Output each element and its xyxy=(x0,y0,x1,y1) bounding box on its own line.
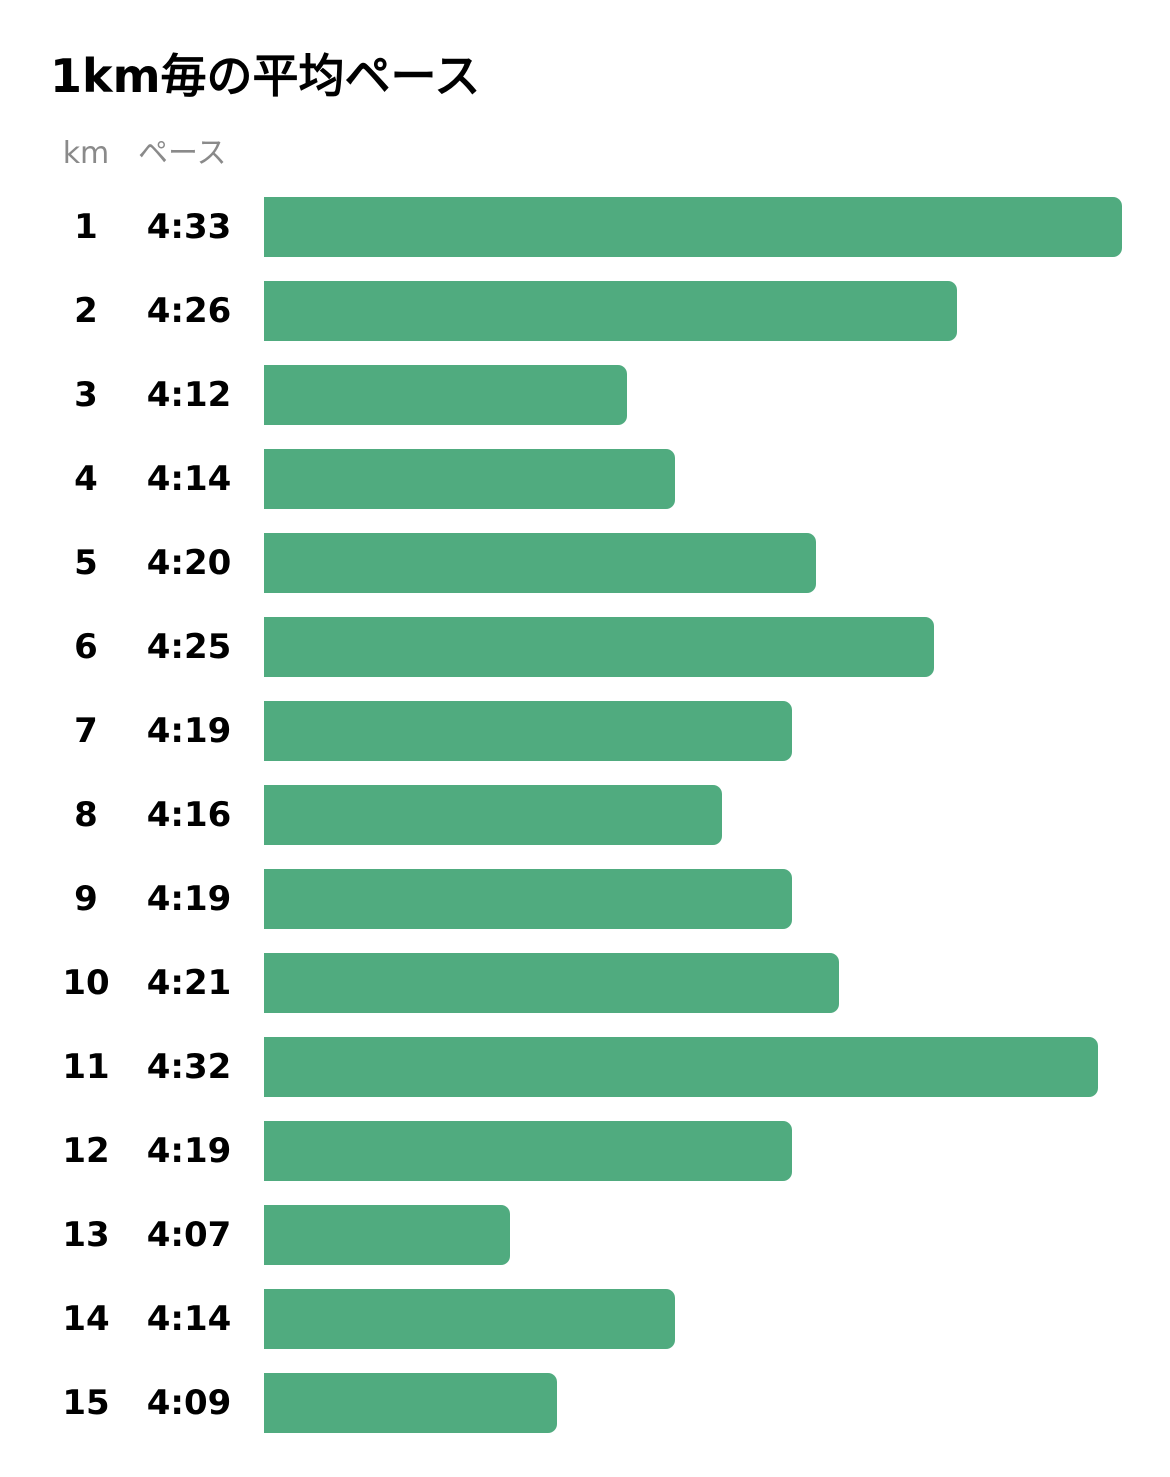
pace-label: 4:21 xyxy=(146,963,232,1003)
km-label: 13 xyxy=(62,1215,110,1255)
pace-label: 4:19 xyxy=(146,711,232,751)
pace-bar xyxy=(264,365,627,425)
split-row: 6 4:25 xyxy=(0,617,1170,677)
pace-label: 4:20 xyxy=(146,543,232,583)
pace-bar xyxy=(264,1037,1098,1097)
pace-label: 4:25 xyxy=(146,627,232,667)
km-label: 5 xyxy=(74,543,98,583)
split-row: 13 4:07 xyxy=(0,1205,1170,1265)
split-row: 8 4:16 xyxy=(0,785,1170,845)
split-row: 7 4:19 xyxy=(0,701,1170,761)
pace-bar xyxy=(264,1289,675,1349)
km-label: 9 xyxy=(74,879,98,919)
km-column-header: km xyxy=(62,136,110,171)
split-row: 12 4:19 xyxy=(0,1121,1170,1181)
pace-bar xyxy=(264,701,792,761)
pace-label: 4:26 xyxy=(146,291,232,331)
split-row: 15 4:09 xyxy=(0,1373,1170,1433)
pace-label: 4:12 xyxy=(146,375,232,415)
km-label: 10 xyxy=(62,963,110,1003)
split-row: 10 4:21 xyxy=(0,953,1170,1013)
pace-bar xyxy=(264,1121,792,1181)
pace-bar xyxy=(264,197,1122,257)
split-row: 4 4:14 xyxy=(0,449,1170,509)
split-row: 2 4:26 xyxy=(0,281,1170,341)
pace-bar xyxy=(264,1373,557,1433)
split-row: 3 4:12 xyxy=(0,365,1170,425)
pace-column-header: ペース xyxy=(138,136,227,171)
pace-label: 4:33 xyxy=(146,207,232,247)
km-label: 3 xyxy=(74,375,98,415)
pace-label: 4:07 xyxy=(146,1215,232,1255)
pace-label: 4:09 xyxy=(146,1383,232,1423)
km-label: 7 xyxy=(74,711,98,751)
pace-label: 4:16 xyxy=(146,795,232,835)
pace-bar xyxy=(264,869,792,929)
km-label: 12 xyxy=(62,1131,110,1171)
km-label: 6 xyxy=(74,627,98,667)
pace-bar xyxy=(264,785,722,845)
km-label: 8 xyxy=(74,795,98,835)
km-label: 4 xyxy=(74,459,98,499)
pace-bar xyxy=(264,281,957,341)
pace-bar xyxy=(264,449,675,509)
split-row: 14 4:14 xyxy=(0,1289,1170,1349)
split-row: 9 4:19 xyxy=(0,869,1170,929)
km-label: 11 xyxy=(62,1047,110,1087)
split-row: 5 4:20 xyxy=(0,533,1170,593)
pace-label: 4:14 xyxy=(146,459,232,499)
chart-title: 1km毎の平均ペース xyxy=(50,49,481,103)
pace-label: 4:19 xyxy=(146,879,232,919)
pace-bar xyxy=(264,953,839,1013)
pace-bar xyxy=(264,617,934,677)
pace-label: 4:14 xyxy=(146,1299,232,1339)
km-label: 14 xyxy=(62,1299,110,1339)
pace-bar xyxy=(264,533,816,593)
pace-bar xyxy=(264,1205,510,1265)
split-row: 11 4:32 xyxy=(0,1037,1170,1097)
km-label: 2 xyxy=(74,291,98,331)
km-label: 1 xyxy=(74,207,98,247)
split-row: 1 4:33 xyxy=(0,197,1170,257)
pace-label: 4:19 xyxy=(146,1131,232,1171)
km-label: 15 xyxy=(62,1383,110,1423)
pace-label: 4:32 xyxy=(146,1047,232,1087)
